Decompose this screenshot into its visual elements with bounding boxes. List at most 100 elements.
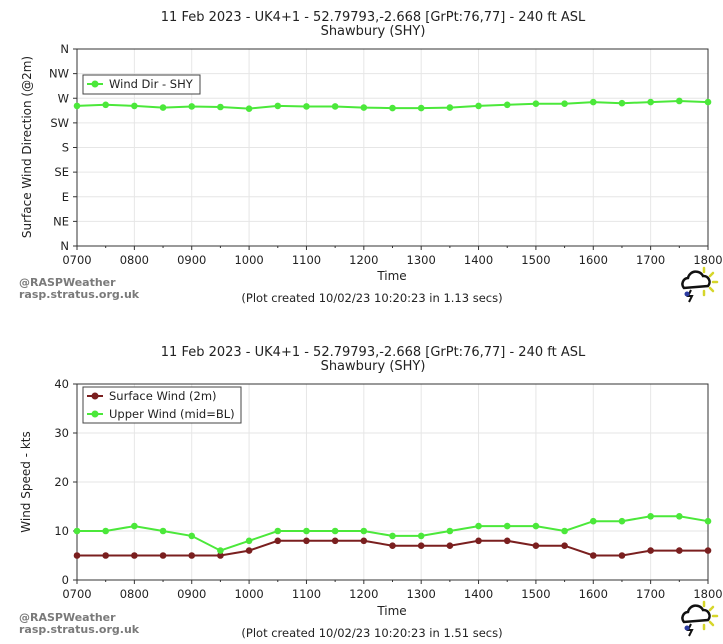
data-point — [561, 100, 568, 108]
chart2-subtitle: Shawbury (SHY) — [321, 359, 426, 374]
data-point — [188, 552, 196, 559]
chart1-series — [73, 97, 712, 112]
x-tick-label: 1700 — [636, 587, 665, 601]
data-point — [589, 98, 597, 106]
y-tick-label: 40 — [54, 377, 69, 391]
chart2-legend-swatch-marker-upper — [91, 410, 99, 418]
chart1-title: 11 Feb 2023 - UK4+1 - 52.79793,-2.668 [G… — [161, 10, 586, 25]
data-point — [389, 542, 396, 549]
chart1-legend-swatch-marker — [91, 80, 99, 88]
data-point — [704, 547, 712, 554]
x-tick-label: 1700 — [636, 253, 665, 267]
x-tick-label: 0800 — [120, 587, 149, 601]
data-point — [475, 102, 482, 110]
chart2-title: 11 Feb 2023 - UK4+1 - 52.79793,-2.668 [G… — [161, 345, 586, 360]
x-tick-label: 0800 — [120, 253, 149, 267]
chart1-y-axis-label: Surface Wind Direction (@2m) — [20, 56, 34, 238]
chart2-y-axis-label: Wind Speed - kts — [19, 431, 33, 532]
data-point — [360, 104, 368, 111]
chart2-x-ticks: 0700 0800 0900 1000 1100 1200 1300 1400 1500 1600… — [62, 580, 723, 601]
data-point — [532, 100, 540, 108]
y-tick-label: 20 — [54, 475, 69, 489]
data-point — [73, 527, 81, 535]
data-point — [159, 527, 167, 535]
chart2-x-axis-label: Time — [376, 604, 406, 618]
data-point — [303, 527, 310, 535]
x-tick-label: 1800 — [693, 587, 722, 601]
data-point — [217, 547, 224, 554]
weather-cloud-sun-icon — [681, 600, 719, 637]
chart2-legend-label-upper: Upper Wind (mid=BL) — [109, 407, 235, 421]
data-point — [446, 527, 454, 535]
data-point — [389, 532, 396, 540]
data-point — [647, 98, 654, 106]
data-point — [704, 98, 712, 106]
data-point — [475, 537, 482, 545]
data-point — [503, 522, 511, 530]
data-point — [417, 532, 425, 540]
data-point — [331, 527, 339, 535]
data-point — [245, 537, 253, 545]
data-point — [676, 547, 683, 554]
data-point — [532, 542, 540, 549]
data-point — [704, 517, 712, 525]
chart1-x-ticks: 0700 0800 0900 1000 1100 1200 1300 1400 1500 1600… — [62, 246, 723, 267]
chart1-legend: Wind Dir - SHY — [82, 74, 201, 95]
data-point — [446, 104, 454, 111]
data-point — [159, 104, 167, 111]
y-tick-label: N — [60, 239, 69, 253]
chart1-watermark-line1: @RASPWeather — [19, 276, 116, 289]
y-tick-label: NW — [49, 67, 69, 81]
y-tick-label: 10 — [54, 524, 69, 538]
wind-speed-chart: 11 Feb 2023 - UK4+1 - 52.79793,-2.668 [G… — [19, 345, 723, 640]
chart2-y-ticks: 0 10 20 30 40 — [54, 377, 77, 587]
chart1-legend-box — [82, 74, 201, 95]
chart2-footer: (Plot created 10/02/23 10:20:23 in 1.51 … — [241, 626, 502, 640]
chart1-subtitle: Shawbury (SHY) — [321, 24, 426, 39]
data-point — [73, 552, 81, 559]
x-tick-label: 1300 — [407, 253, 436, 267]
x-tick-label: 1100 — [292, 253, 321, 267]
data-point — [475, 522, 482, 530]
data-point — [131, 552, 138, 559]
data-point — [303, 537, 310, 545]
x-tick-label: 0700 — [62, 253, 91, 267]
y-tick-label: SE — [54, 165, 69, 179]
x-tick-label: 1600 — [579, 253, 608, 267]
data-point — [360, 537, 368, 545]
data-point — [331, 103, 339, 110]
data-point — [303, 103, 310, 110]
data-point — [131, 522, 138, 530]
x-tick-label: 1300 — [407, 587, 436, 601]
data-point — [503, 537, 511, 545]
y-tick-label: 0 — [62, 573, 69, 587]
chart1-x-axis-label: Time — [376, 269, 406, 283]
y-tick-label: NE — [53, 214, 69, 228]
data-point — [676, 513, 683, 520]
data-point — [102, 527, 109, 535]
x-tick-label: 1800 — [693, 253, 722, 267]
y-tick-label: S — [62, 141, 69, 155]
data-point — [618, 552, 626, 559]
data-point — [446, 542, 454, 549]
data-point — [131, 102, 138, 110]
data-point — [503, 101, 511, 109]
data-point — [331, 537, 339, 545]
x-tick-label: 1200 — [349, 253, 378, 267]
y-tick-label: W — [58, 91, 69, 105]
data-point — [188, 103, 196, 110]
data-point — [217, 552, 224, 559]
data-point — [417, 104, 425, 112]
data-point — [618, 517, 626, 525]
data-point — [589, 517, 597, 525]
data-point — [245, 547, 253, 554]
x-tick-label: 0900 — [177, 587, 206, 601]
y-tick-label: 30 — [54, 426, 69, 440]
x-tick-label: 1200 — [349, 587, 378, 601]
data-point — [647, 547, 654, 554]
wind-direction-chart: 11 Feb 2023 - UK4+1 - 52.79793,-2.668 [G… — [19, 10, 723, 305]
chart2-watermark-line2: rasp.stratus.org.uk — [19, 623, 140, 636]
data-point — [561, 527, 568, 535]
data-point — [217, 103, 224, 111]
